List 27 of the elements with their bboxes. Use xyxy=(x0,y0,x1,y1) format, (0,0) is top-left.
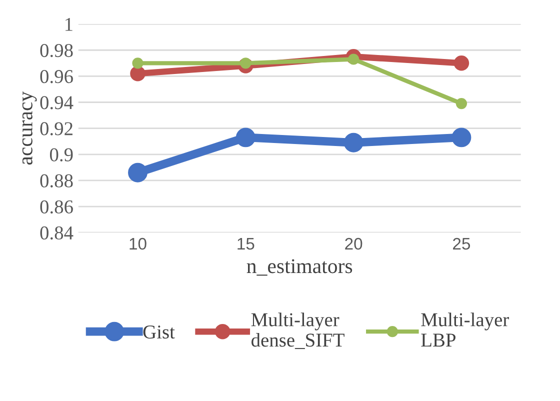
y-tick-label: 0.86 xyxy=(40,200,73,214)
legend-label: Multi-layer dense_SIFT xyxy=(251,312,344,350)
point xyxy=(344,132,364,152)
y-tick-label: 0.94 xyxy=(40,96,74,110)
x-tick-label: 15 xyxy=(238,238,254,250)
legend-label: Gist xyxy=(143,326,175,339)
x-axis-title: n_estimators xyxy=(246,259,352,276)
y-tick-label: 0.9 xyxy=(50,148,73,162)
point xyxy=(236,128,256,148)
y-tick-label: 0.84 xyxy=(40,226,74,240)
y-tick-label: 0.98 xyxy=(40,44,73,58)
y-tick-label: 0.96 xyxy=(40,70,73,84)
y-axis-title: accuracy xyxy=(22,91,37,165)
x-tick-label: 20 xyxy=(345,238,362,250)
y-tick-label: 1 xyxy=(66,18,72,31)
legend-label: Multi-layer LBP xyxy=(421,312,509,347)
y-tick-label: 0.92 xyxy=(40,122,72,136)
y-tick-label: 0.88 xyxy=(40,174,73,188)
point xyxy=(456,98,468,110)
point xyxy=(128,162,148,182)
x-tick-label: 25 xyxy=(453,238,470,250)
point xyxy=(132,58,144,69)
point xyxy=(452,128,472,148)
point xyxy=(454,56,470,71)
x-tick-label: 10 xyxy=(130,238,146,250)
point xyxy=(348,54,360,65)
point xyxy=(130,66,146,82)
